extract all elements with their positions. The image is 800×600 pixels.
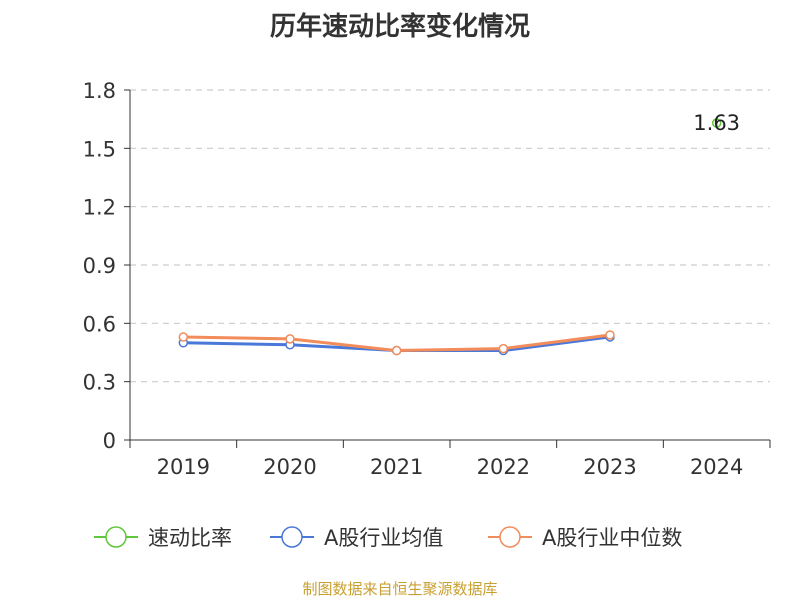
data-point bbox=[178, 332, 189, 342]
x-tick-label: 2023 bbox=[583, 455, 636, 479]
legend-label: A股行业中位数 bbox=[542, 526, 682, 550]
y-tick-label: 0.9 bbox=[83, 254, 116, 278]
y-tick-label: 0 bbox=[103, 429, 116, 453]
legend-label: A股行业均值 bbox=[324, 526, 443, 550]
source-note: 制图数据来自恒生聚源数据库 bbox=[302, 580, 498, 598]
y-tick-label: 1.2 bbox=[83, 196, 116, 220]
legend-marker bbox=[281, 526, 303, 548]
data-point bbox=[285, 334, 295, 344]
x-tick-label: 2022 bbox=[477, 455, 530, 479]
y-tick-label: 0.3 bbox=[83, 371, 116, 395]
data-point bbox=[391, 345, 402, 356]
legend-label: 速动比率 bbox=[148, 526, 232, 550]
y-tick-label: 1.5 bbox=[83, 137, 116, 161]
legend-marker bbox=[499, 526, 521, 548]
data-point bbox=[498, 343, 509, 354]
chart-title: 历年速动比率变化情况 bbox=[269, 12, 530, 42]
x-tick-label: 2024 bbox=[690, 455, 743, 479]
data-label: 1.63 bbox=[693, 111, 740, 135]
y-tick-label: 1.8 bbox=[83, 79, 116, 103]
data-point bbox=[711, 118, 722, 128]
legend-marker bbox=[105, 526, 127, 548]
x-tick-label: 2021 bbox=[370, 455, 423, 479]
x-tick-label: 2020 bbox=[263, 455, 316, 479]
data-point bbox=[605, 330, 615, 340]
y-tick-label: 0.6 bbox=[83, 312, 116, 336]
x-tick-label: 2019 bbox=[157, 455, 210, 479]
